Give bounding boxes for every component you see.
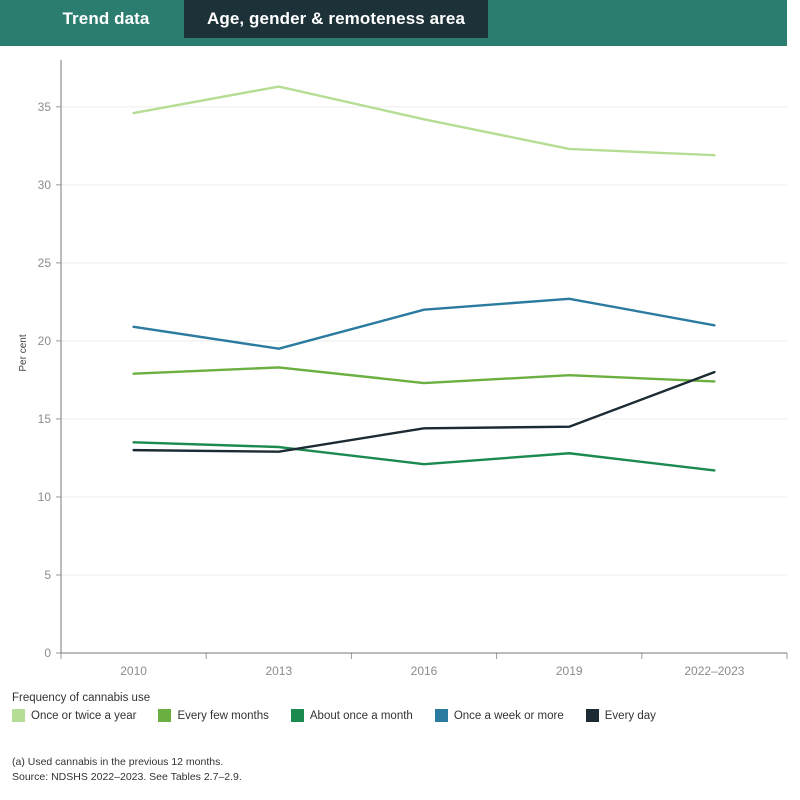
legend-title: Frequency of cannabis use xyxy=(12,692,151,704)
legend-swatch-icon xyxy=(290,709,304,722)
legend-item-once-a-week-or-more[interactable]: Once a week or more xyxy=(434,709,564,722)
series-line-every-day xyxy=(132,370,716,453)
series-line-about-once-a-month xyxy=(132,441,716,472)
legend-swatch-icon xyxy=(585,709,599,722)
legend-item-once-or-twice-a-year[interactable]: Once or twice a year xyxy=(12,709,136,722)
x-tick-label: 2019 xyxy=(556,664,583,678)
legend-item-about-once-a-month[interactable]: About once a month xyxy=(290,709,413,722)
x-tick-label: 2016 xyxy=(411,664,438,678)
line-chart: 0 5 10 15 20 25 30 35 2010 2013 2016 2019 2022–2023… xyxy=(0,46,800,691)
chart-canvas: 0 5 10 15 20 25 30 35 2010 2013 2016 2019 2022–2023… xyxy=(18,60,788,678)
x-tick-label: 2010 xyxy=(120,664,147,678)
y-tick-label: 15 xyxy=(38,412,52,426)
y-tick-label: 25 xyxy=(38,256,52,270)
footnote-source: Source: NDSHS 2022–2023. See Tables 2.7–… xyxy=(12,770,242,783)
gridlines xyxy=(61,106,787,576)
legend-items: Once or twice a year Every few months Abou… xyxy=(12,709,788,722)
tab-trend-data[interactable]: Trend data xyxy=(28,0,184,38)
y-tick-label: 30 xyxy=(38,178,52,192)
legend-swatch-icon xyxy=(434,709,448,722)
legend-label: Every few months xyxy=(177,709,269,722)
series-line-once-or-twice-a-year xyxy=(132,85,716,157)
legend-item-every-few-months[interactable]: Every few months xyxy=(158,709,269,722)
x-tick-label: 2013 xyxy=(265,664,292,678)
y-tick-label: 10 xyxy=(38,490,52,504)
chart-legend: Frequency of cannabis use Once or twice … xyxy=(12,692,788,722)
legend-label: Once or twice a year xyxy=(31,709,137,722)
x-axis-ticks: 2010 2013 2016 2019 2022–2023 xyxy=(60,653,788,678)
data-series xyxy=(132,85,716,472)
legend-swatch-icon xyxy=(158,709,172,722)
x-tick-label: 2022–2023 xyxy=(684,664,744,678)
series-line-once-a-week-or-more xyxy=(132,297,716,350)
y-tick-label: 20 xyxy=(38,334,52,348)
y-tick-label: 5 xyxy=(44,568,51,582)
series-line-every-few-months xyxy=(132,366,716,385)
y-tick-label: 35 xyxy=(38,100,52,114)
legend-label: Once a week or more xyxy=(453,709,564,722)
footnote-definition: (a) Used cannabis in the previous 12 mon… xyxy=(12,756,224,768)
y-axis-ticks: 0 5 10 15 20 25 30 35 xyxy=(38,100,61,660)
y-tick-label: 0 xyxy=(44,646,51,660)
legend-label: About once a month xyxy=(309,709,413,722)
legend-item-every-day[interactable]: Every day xyxy=(585,709,656,722)
tab-age-gender-remoteness-area[interactable]: Age, gender & remoteness area xyxy=(184,0,488,38)
tab-bar: Trend data Age, gender & remoteness area xyxy=(0,0,787,46)
y-axis-title: Per cent xyxy=(18,334,29,371)
legend-label: Every day xyxy=(604,709,656,722)
footnotes: (a) Used cannabis in the previous 12 mon… xyxy=(12,755,242,785)
legend-swatch-icon xyxy=(12,709,25,722)
